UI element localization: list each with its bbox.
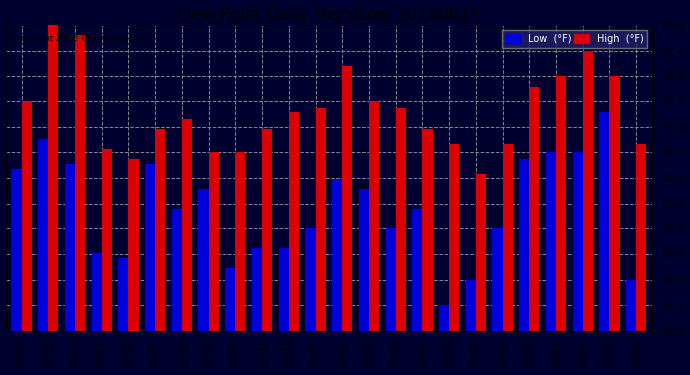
Bar (262, 129, 273, 330)
Bar (65, 164, 75, 330)
Bar (476, 174, 486, 330)
Bar (599, 112, 609, 330)
Bar (38, 139, 48, 330)
Bar (582, 51, 593, 330)
Bar (155, 129, 166, 330)
Bar (412, 209, 422, 330)
Bar (252, 248, 262, 330)
Bar (369, 102, 379, 330)
Bar (289, 112, 299, 330)
Bar (101, 149, 112, 330)
Bar (332, 179, 342, 330)
Title: Dew Point Daily High/Low 20160815: Dew Point Daily High/Low 20160815 (178, 6, 480, 24)
Bar (439, 305, 449, 330)
Bar (519, 159, 529, 330)
Bar (235, 152, 246, 330)
Bar (386, 228, 395, 330)
Bar (12, 169, 21, 330)
Bar (609, 76, 620, 330)
Legend: Low  (°F), High  (°F): Low (°F), High (°F) (502, 30, 647, 48)
Bar (21, 102, 32, 330)
Bar (128, 159, 139, 330)
Bar (626, 280, 636, 330)
Bar (279, 248, 289, 330)
Bar (315, 108, 326, 330)
Bar (208, 152, 219, 330)
Text: Copyright 2016 Cartronics.com: Copyright 2016 Cartronics.com (9, 34, 150, 43)
Bar (118, 258, 128, 330)
Bar (556, 76, 566, 330)
Bar (199, 189, 208, 330)
Bar (573, 152, 582, 330)
Bar (359, 189, 369, 330)
Bar (225, 268, 235, 330)
Bar (422, 129, 433, 330)
Bar (529, 87, 540, 330)
Bar (546, 152, 556, 330)
Bar (92, 253, 101, 330)
Bar (466, 280, 476, 330)
Bar (182, 119, 192, 330)
Bar (48, 20, 59, 330)
Bar (502, 144, 513, 330)
Bar (449, 144, 460, 330)
Bar (145, 164, 155, 330)
Bar (636, 144, 647, 330)
Bar (306, 228, 315, 330)
Bar (395, 108, 406, 330)
Bar (75, 35, 85, 330)
Bar (172, 209, 182, 330)
Bar (493, 228, 502, 330)
Bar (342, 66, 353, 330)
